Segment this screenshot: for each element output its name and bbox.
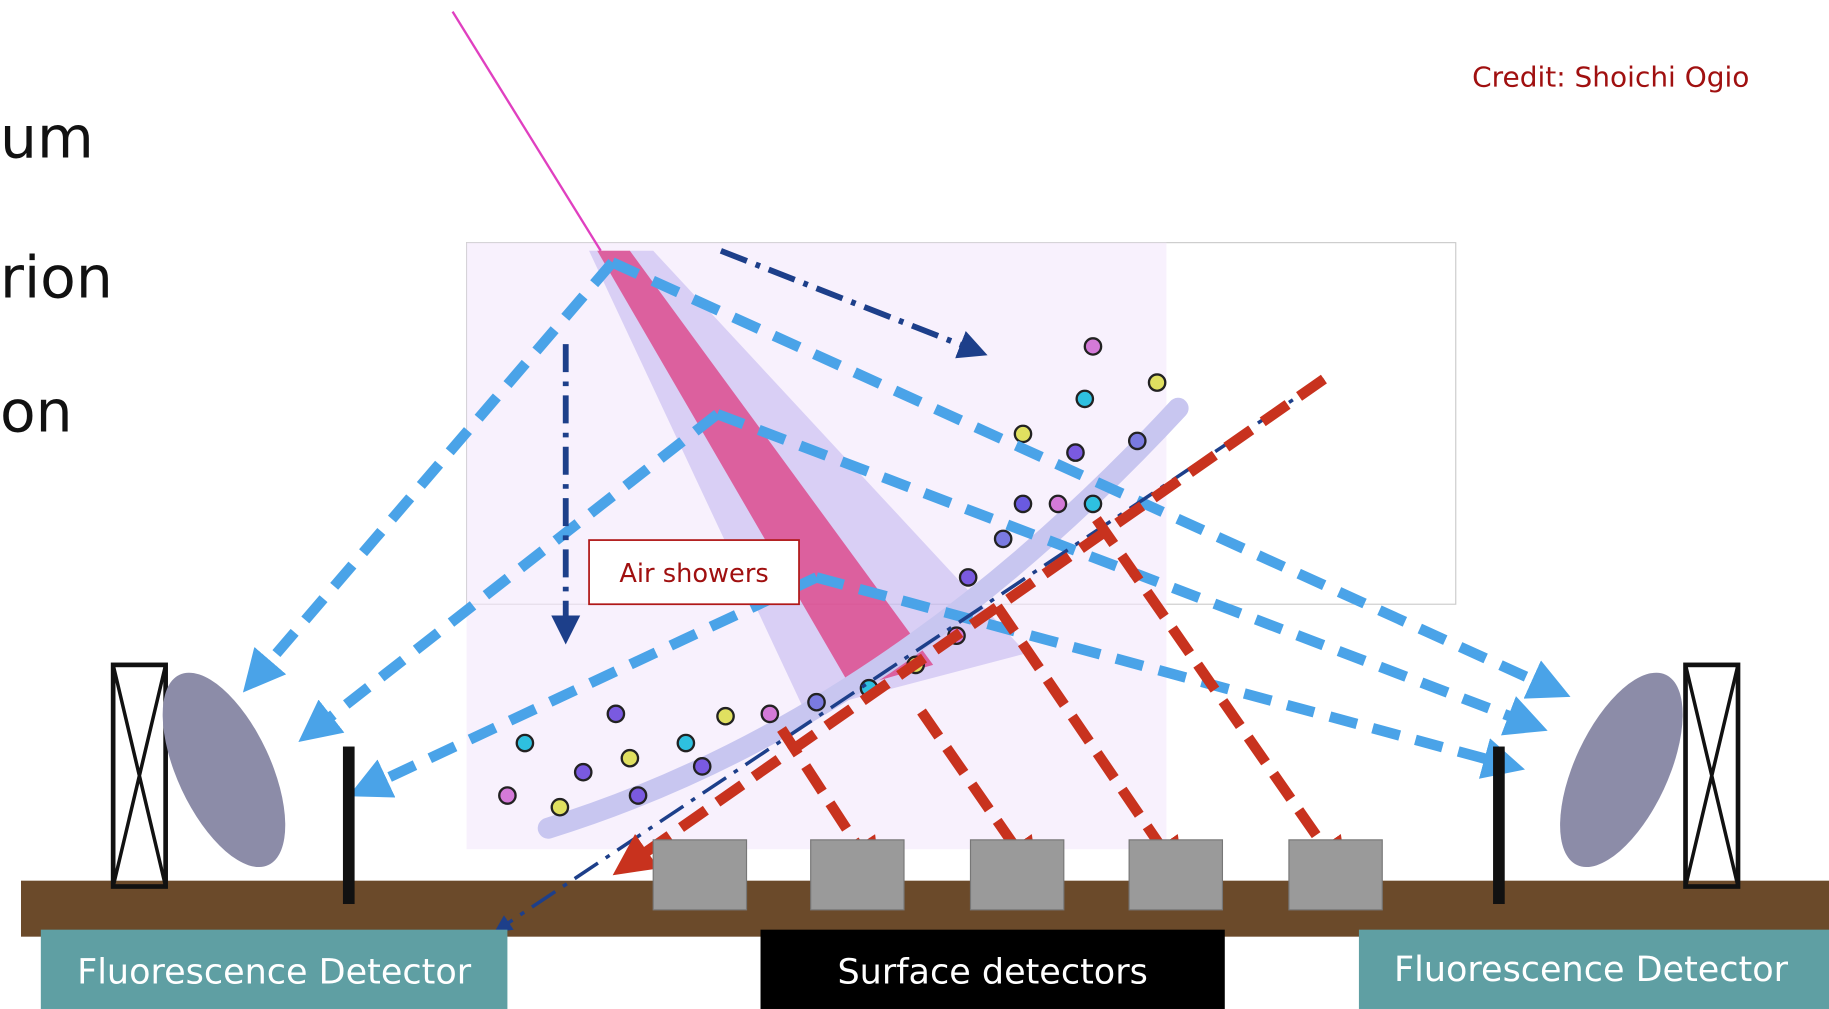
particle xyxy=(608,706,624,722)
detector-box xyxy=(653,840,746,910)
tower-bracing xyxy=(1686,665,1738,887)
slide-text: on xyxy=(0,378,73,446)
particle xyxy=(1149,374,1165,390)
particle xyxy=(808,694,824,710)
detector-box xyxy=(1289,840,1382,910)
detector-box xyxy=(1129,840,1222,910)
particle xyxy=(575,764,591,780)
particle xyxy=(1129,433,1145,449)
fluorescence-label: Fluorescence Detector xyxy=(1394,950,1789,990)
particle xyxy=(995,531,1011,547)
credit: Credit: Shoichi Ogio xyxy=(1472,60,1749,93)
particle xyxy=(1050,496,1066,512)
air-showers-label: Air showers xyxy=(619,559,768,589)
pole xyxy=(343,747,355,904)
particle xyxy=(717,708,733,724)
tower-bracing xyxy=(113,665,165,887)
page: um rion on Credit: Shoichi Ogio xyxy=(0,0,1829,1009)
detector-box xyxy=(811,840,904,910)
particle xyxy=(622,750,638,766)
primary-track xyxy=(453,12,601,251)
detector-box xyxy=(970,840,1063,910)
particle xyxy=(1085,338,1101,354)
fluorescence-label: Fluorescence Detector xyxy=(77,952,472,992)
particle xyxy=(960,569,976,585)
mirror xyxy=(137,655,310,885)
particle xyxy=(517,735,533,751)
particle xyxy=(1067,444,1083,460)
particle xyxy=(678,735,694,751)
particle xyxy=(1015,426,1031,442)
particle xyxy=(1085,496,1101,512)
pole xyxy=(1493,747,1505,904)
telescope-right xyxy=(1493,655,1738,904)
particle xyxy=(630,787,646,803)
ground xyxy=(21,881,1829,937)
slide: um rion on Credit: Shoichi Ogio xyxy=(0,0,1829,1009)
particle xyxy=(694,758,710,774)
particle xyxy=(499,787,515,803)
surface-label: Surface detectors xyxy=(837,952,1147,992)
slide-text: um xyxy=(0,103,94,171)
particle xyxy=(552,799,568,815)
telescope-left xyxy=(113,655,354,904)
particle xyxy=(1077,391,1093,407)
particle xyxy=(762,706,778,722)
mirror xyxy=(1535,655,1708,885)
slide-text: rion xyxy=(0,243,113,311)
particle xyxy=(1015,496,1031,512)
